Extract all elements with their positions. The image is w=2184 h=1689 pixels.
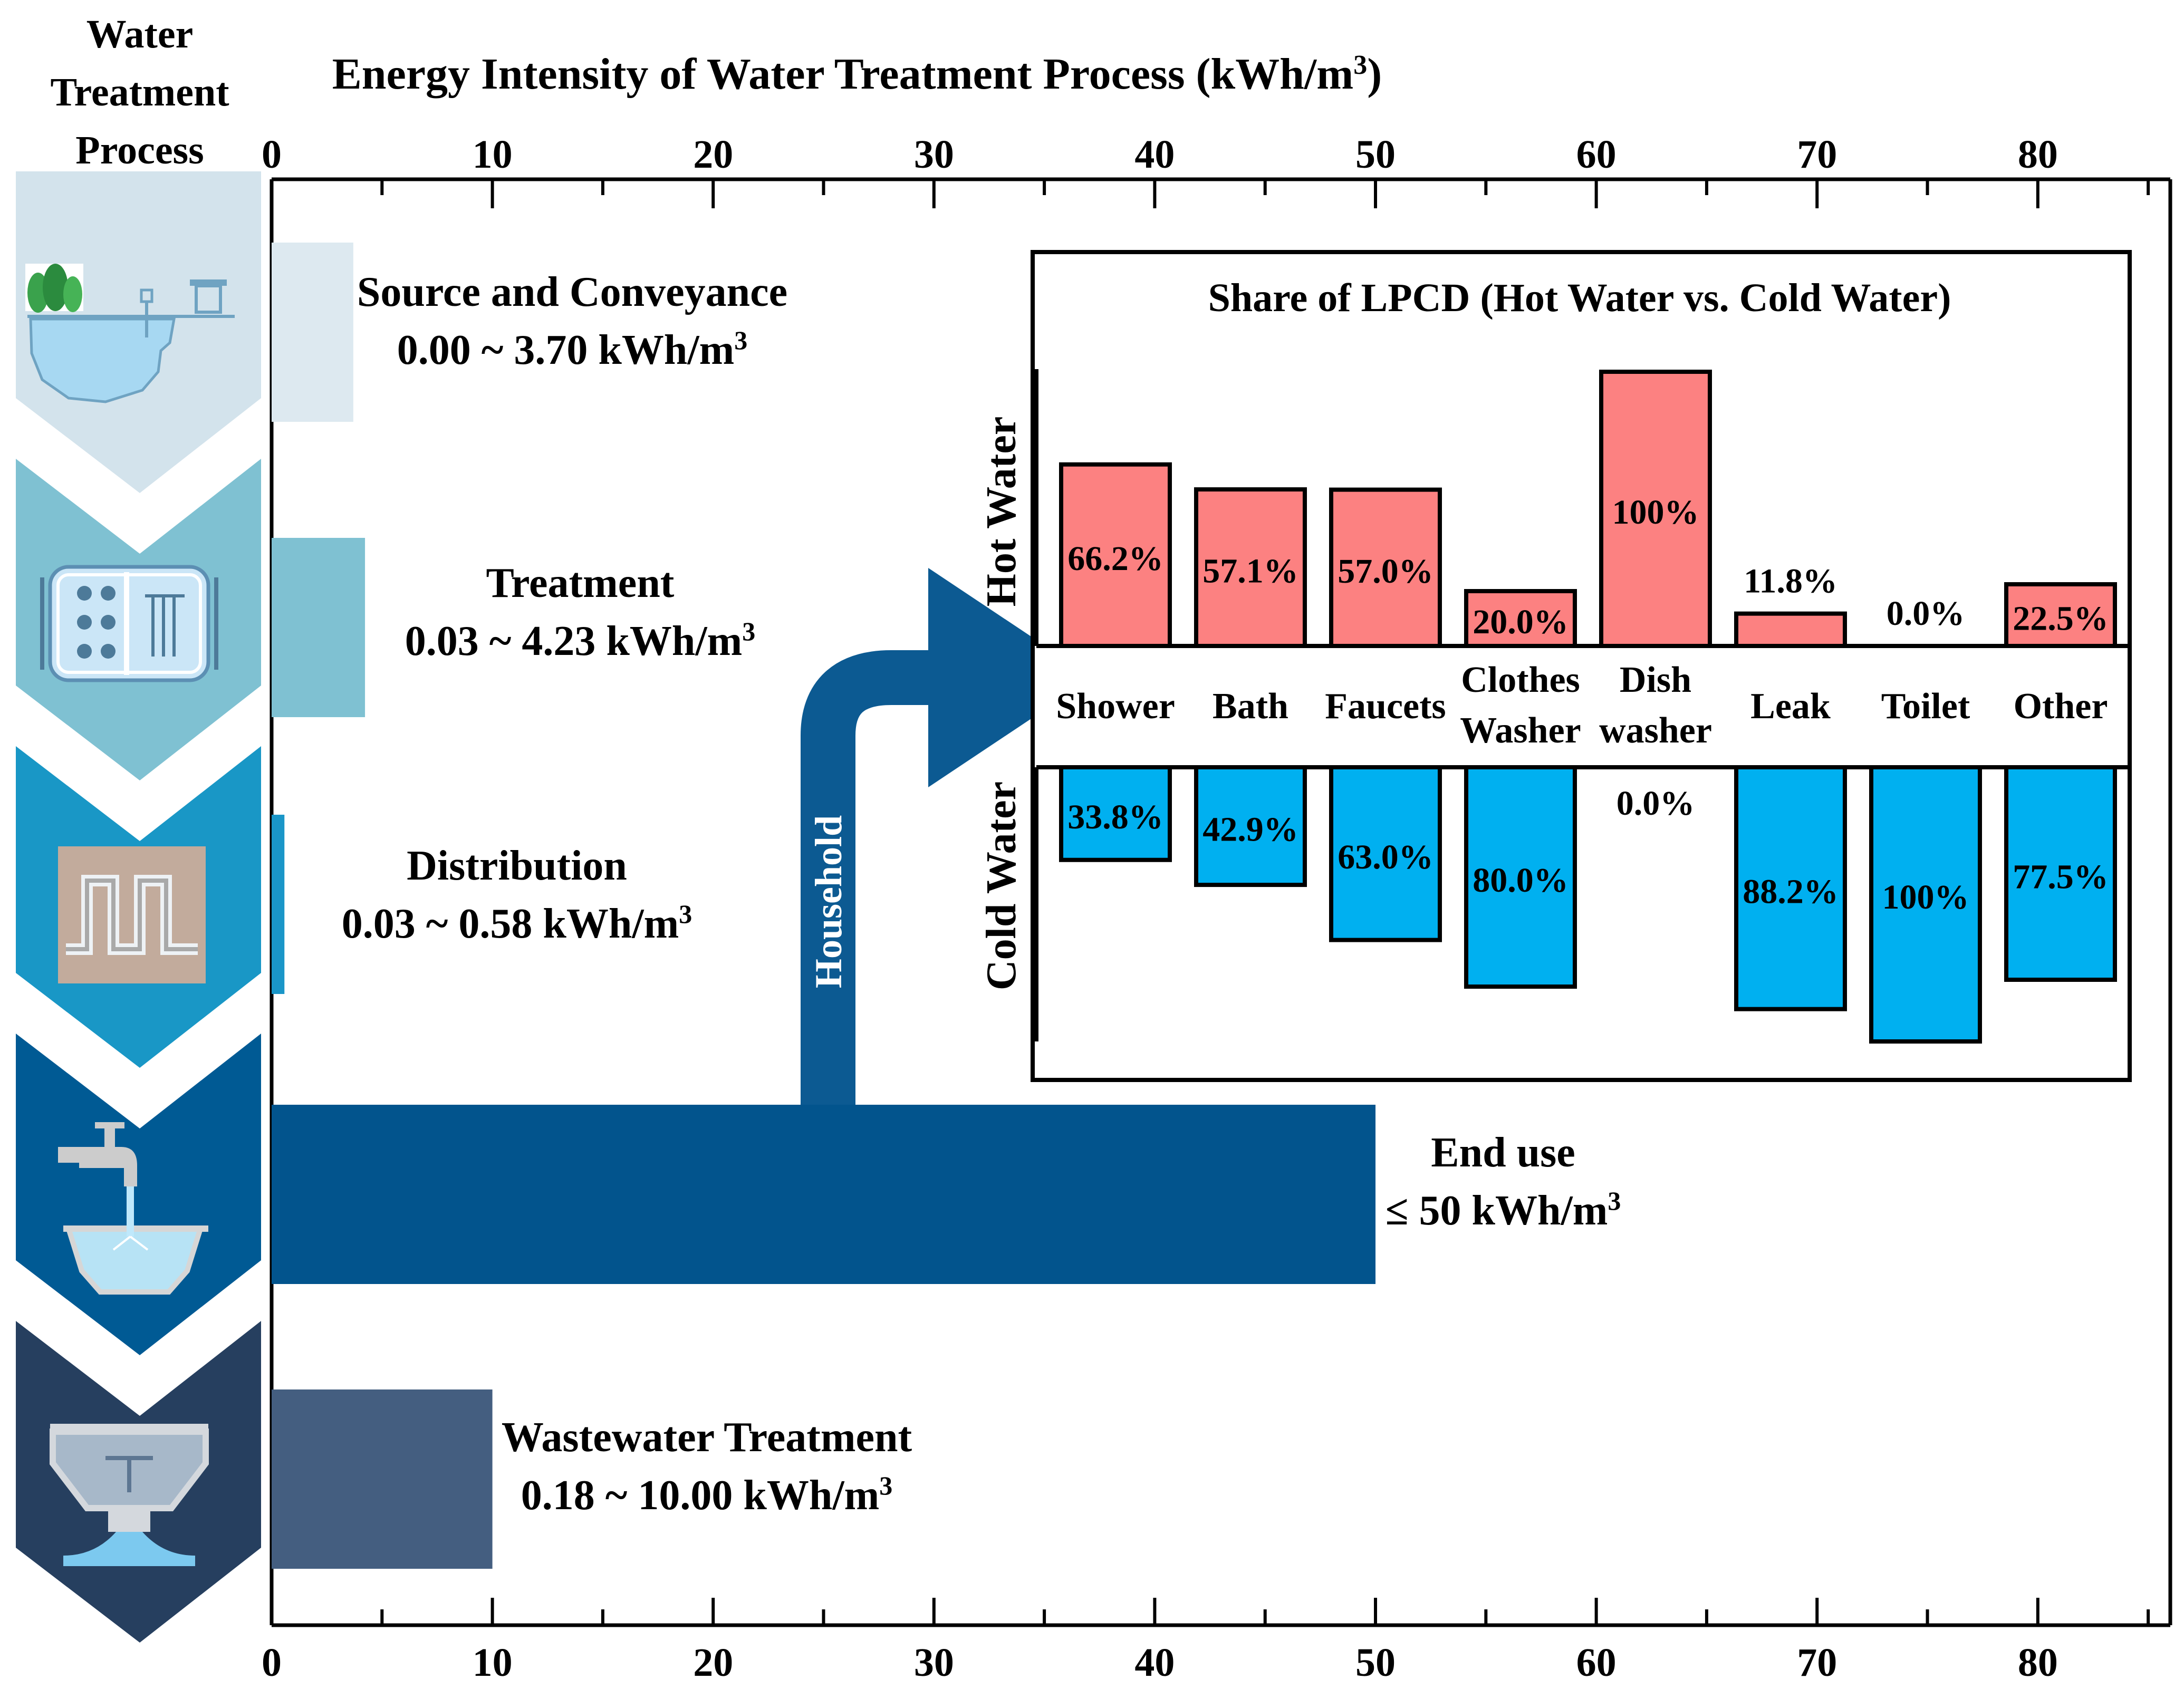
cold-water-bar <box>1059 765 1172 862</box>
hot-water-value-label: 57.0% <box>1338 552 1433 591</box>
stage-range-end-use: ≤ 50 kWh/m3 <box>1386 1186 1621 1234</box>
stage-chevron-end-use <box>16 1034 261 1355</box>
stage-range-treatment: 0.03 ~ 4.23 kWh/m3 <box>405 616 755 664</box>
top-tick-label: 0 <box>262 132 282 177</box>
bottom-tick-label: 50 <box>1355 1640 1396 1685</box>
hot-water-bar <box>1464 589 1577 648</box>
cold-water-value-label: 42.9% <box>1202 810 1298 849</box>
top-tick-label: 80 <box>2018 132 2058 177</box>
category-label: washer <box>1599 710 1712 751</box>
sidebar-header-line1: Water <box>86 12 194 56</box>
stage-labels: Source and Conveyance 0.00 ~ 3.70 kWh/m3 T… <box>342 269 1621 1519</box>
hot-water-bar <box>1734 611 1847 649</box>
hot-water-bar <box>1599 370 1712 648</box>
bottom-axis: 0 10 20 30 40 50 60 70 80 <box>262 1598 2150 1685</box>
bottom-tick-label: 40 <box>1134 1640 1175 1685</box>
bar-treatment <box>272 538 365 717</box>
hot-water-value-label: 66.2% <box>1067 539 1163 578</box>
stage-name-source: Source and Conveyance <box>357 269 787 315</box>
cold-water-value-label: 33.8% <box>1067 798 1163 836</box>
energy-intensity-chart: Energy Intensity of Water Treatment Proc… <box>262 50 2172 1685</box>
cold-water-bar <box>1464 765 1577 989</box>
bottom-tick-label: 60 <box>1576 1640 1617 1685</box>
hot-water-bar <box>1329 487 1442 648</box>
stage-range-distribution: 0.03 ~ 0.58 kWh/m3 <box>342 899 692 947</box>
sidebar-header-line2: Treatment <box>50 70 229 114</box>
category-label: Toilet <box>1881 686 1970 727</box>
category-label: Clothes <box>1461 660 1580 700</box>
stage-bars <box>272 243 1376 1569</box>
stage-name-distribution: Distribution <box>407 843 627 889</box>
cold-water-value-label: 100% <box>1882 878 1969 916</box>
faucet-icon <box>58 1122 208 1295</box>
cold-water-value-label: 80.0% <box>1473 861 1569 900</box>
category-label: Bath <box>1213 686 1288 727</box>
bottom-tick-label: 0 <box>262 1640 282 1685</box>
top-tick-label: 30 <box>914 132 954 177</box>
stage-name-end-use: End use <box>1431 1130 1575 1176</box>
top-tick-label: 40 <box>1134 132 1175 177</box>
top-tick-label: 60 <box>1576 132 1617 177</box>
stage-name-wastewater: Wastewater Treatment <box>502 1414 912 1461</box>
cold-water-bar <box>1869 765 1982 1044</box>
category-label: Shower <box>1056 686 1175 727</box>
top-tick-label: 50 <box>1355 132 1396 177</box>
top-tick-label: 20 <box>693 132 733 177</box>
top-tick-label: 70 <box>1797 132 1837 177</box>
household-arrow <box>801 568 1093 1105</box>
hot-water-axis-label: Hot Water <box>978 417 1025 607</box>
category-label: Leak <box>1750 686 1831 727</box>
inset-title: Share of LPCD (Hot Water vs. Cold Water) <box>1208 276 1951 320</box>
bar-source <box>272 243 353 422</box>
category-label: Other <box>2014 686 2108 727</box>
treatment-plant-icon <box>40 565 218 682</box>
cold-water-bar <box>1194 765 1307 887</box>
bottom-tick-label: 70 <box>1797 1640 1837 1685</box>
bottom-tick-label: 10 <box>473 1640 513 1685</box>
hot-water-value-label: 22.5% <box>2013 600 2109 638</box>
cold-water-value-label: 0.0% <box>1617 784 1695 823</box>
hot-water-value-label: 0.0% <box>1887 594 1965 633</box>
bottom-tick-label: 20 <box>693 1640 733 1685</box>
stage-range-wastewater: 0.18 ~ 10.00 kWh/m3 <box>521 1471 892 1519</box>
cold-water-bar <box>1329 765 1442 942</box>
hot-water-value-label: 57.1% <box>1202 552 1298 591</box>
bar-end-use <box>272 1105 1376 1284</box>
cold-water-bar <box>2004 765 2117 982</box>
cold-water-axis-label: Cold Water <box>978 781 1025 990</box>
lpcd-inset-chart: Share of LPCD (Hot Water vs. Cold Water)… <box>978 250 2132 1082</box>
inset-bars: Shower 66.2% 33.8% Bath 57.1% 42.9% Faucets 57.… <box>1056 370 2117 1044</box>
stage-name-treatment: Treatment <box>486 560 675 606</box>
category-label: Washer <box>1460 710 1581 751</box>
hot-water-bar <box>2004 582 2117 648</box>
cold-water-value-label: 88.2% <box>1743 872 1839 911</box>
category-label: Dish <box>1620 660 1691 700</box>
hot-water-value-label: 11.8% <box>1744 562 1837 601</box>
reservoir-icon <box>25 264 235 403</box>
sidebar-header-line3: Process <box>75 128 204 172</box>
bar-distribution <box>272 815 285 994</box>
hot-water-bar <box>1194 487 1307 649</box>
bottom-tick-label: 30 <box>914 1640 954 1685</box>
bar-wastewater <box>272 1389 493 1569</box>
cold-water-bar <box>1734 765 1847 1011</box>
sedimentation-tank-icon <box>50 1424 209 1566</box>
pipe-network-icon <box>58 846 206 983</box>
cold-water-value-label: 77.5% <box>2013 858 2109 896</box>
top-tick-label: 10 <box>473 132 513 177</box>
household-label: Household <box>807 815 850 988</box>
bottom-tick-label: 80 <box>2018 1640 2058 1685</box>
stage-range-source: 0.00 ~ 3.70 kWh/m3 <box>397 325 747 373</box>
cold-water-value-label: 63.0% <box>1338 838 1433 876</box>
hot-water-value-label: 100% <box>1612 493 1699 532</box>
hot-water-value-label: 20.0% <box>1473 603 1569 641</box>
process-sidebar: Water Treatment Process <box>16 12 261 1643</box>
hot-water-bar <box>1059 462 1172 648</box>
top-axis: 0 10 20 30 40 50 60 70 80 <box>262 132 2150 208</box>
chart-title-text: Energy Intensity of Water Treatment Proc… <box>332 50 1382 99</box>
category-label: Faucets <box>1325 686 1446 727</box>
chart-title: Energy Intensity of Water Treatment Proc… <box>332 50 1382 99</box>
